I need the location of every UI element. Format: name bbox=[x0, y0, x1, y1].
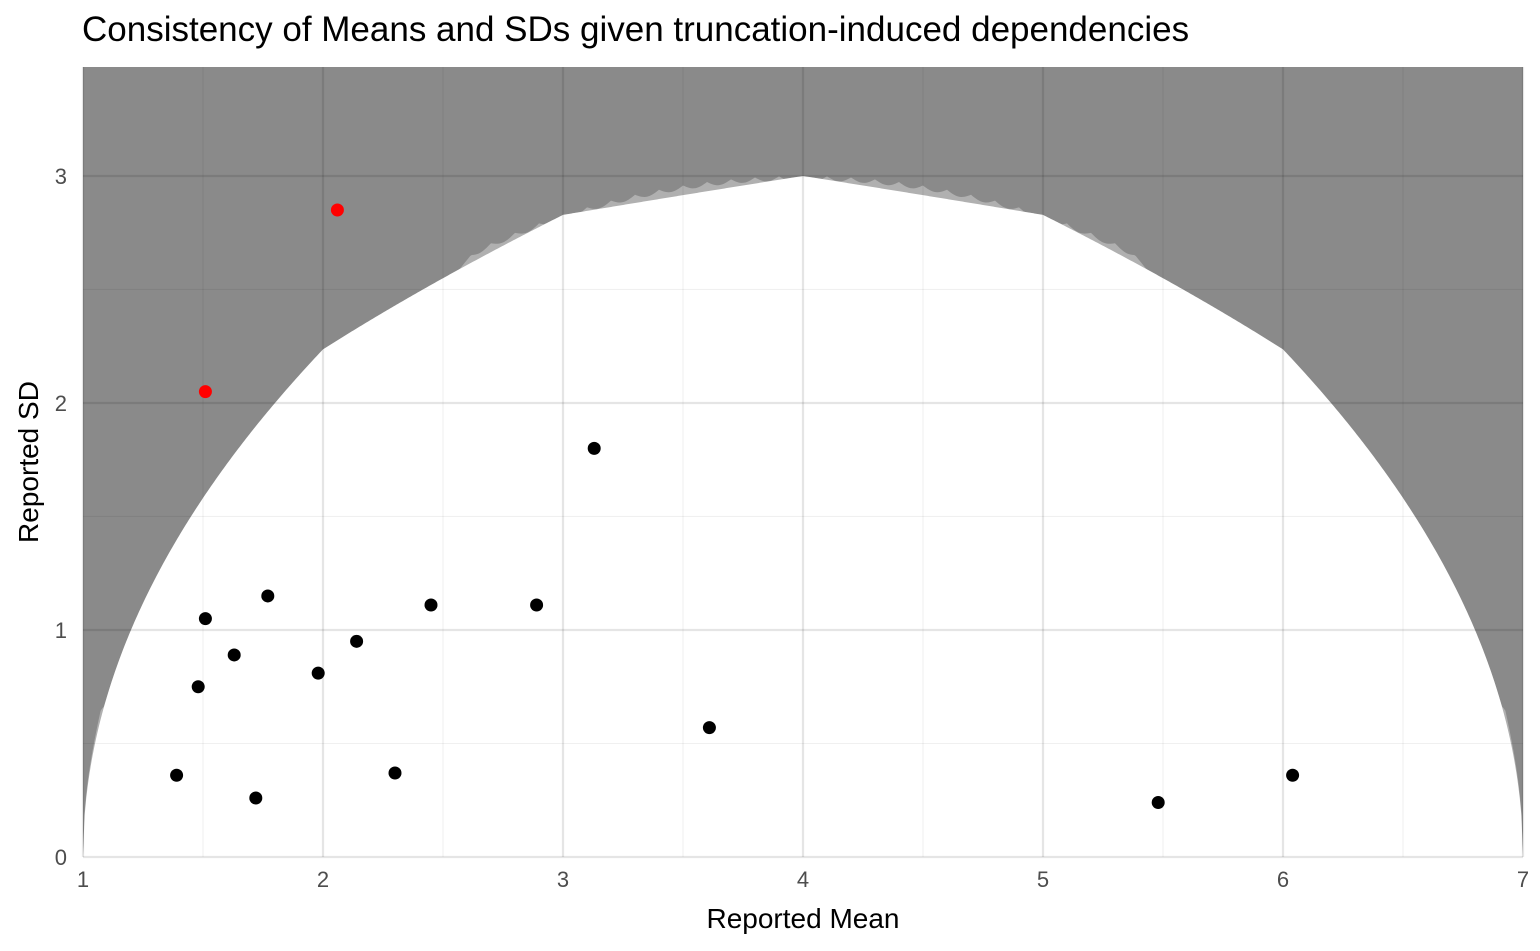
data-point bbox=[170, 768, 184, 782]
data-point bbox=[530, 598, 544, 612]
x-axis-label: Reported Mean bbox=[706, 903, 899, 934]
x-tick-label: 6 bbox=[1277, 867, 1289, 892]
x-tick-label: 5 bbox=[1037, 867, 1049, 892]
data-point bbox=[198, 612, 212, 626]
data-point bbox=[388, 766, 402, 780]
data-point bbox=[227, 648, 241, 662]
data-point bbox=[1151, 796, 1165, 810]
y-tick-label: 2 bbox=[55, 391, 67, 416]
x-tick-label: 2 bbox=[317, 867, 329, 892]
consistency-regions bbox=[83, 175, 1523, 858]
x-tick-label: 3 bbox=[557, 867, 569, 892]
data-point bbox=[249, 791, 263, 805]
consistent-region bbox=[83, 175, 1523, 858]
data-point bbox=[587, 441, 601, 455]
y-tick-label: 0 bbox=[55, 845, 67, 870]
data-point bbox=[424, 598, 438, 612]
x-tick-label: 7 bbox=[1517, 867, 1529, 892]
y-axis-label: Reported SD bbox=[13, 381, 44, 543]
data-points bbox=[170, 203, 1300, 810]
y-tick-label: 1 bbox=[55, 618, 67, 643]
y-tick-label: 3 bbox=[55, 164, 67, 189]
chart-title: Consistency of Means and SDs given trunc… bbox=[82, 10, 1190, 49]
data-point-inconsistent bbox=[198, 385, 212, 399]
y-tick-labels: 0 1 2 3 bbox=[55, 164, 67, 870]
data-point bbox=[191, 680, 205, 694]
data-point bbox=[311, 666, 325, 680]
data-point bbox=[350, 634, 364, 648]
x-tick-label: 1 bbox=[77, 867, 89, 892]
data-point bbox=[702, 721, 716, 735]
data-point bbox=[261, 589, 275, 603]
x-tick-labels: 1 2 3 4 5 6 7 bbox=[77, 867, 1529, 892]
grid-lines bbox=[81, 67, 1525, 859]
data-point bbox=[1286, 768, 1300, 782]
data-point-inconsistent bbox=[330, 203, 344, 217]
x-tick-label: 4 bbox=[797, 867, 809, 892]
